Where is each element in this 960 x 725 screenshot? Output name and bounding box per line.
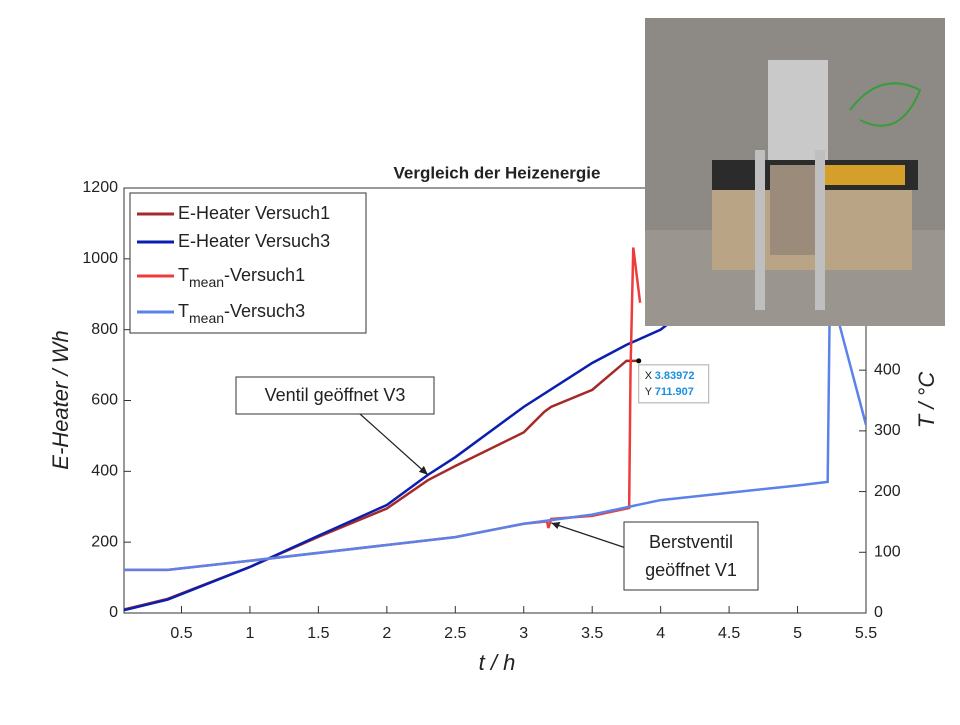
legend-text-part: -Versuch3 — [224, 301, 305, 321]
photo-tube — [768, 60, 828, 160]
legend-box — [129, 192, 367, 334]
photo-wire — [849, 82, 922, 127]
annotation-text: Ventil geöffnet V3 — [265, 385, 406, 405]
legend-text-part: T — [178, 265, 189, 285]
legend-text-part: T — [178, 301, 189, 321]
y-tick-label: 800 — [91, 321, 118, 338]
arrow-head — [551, 522, 561, 529]
y-tick-label: 600 — [91, 392, 118, 409]
legend-text-part: E-Heater Versuch1 — [178, 203, 330, 223]
legend-label: E-Heater Versuch1 — [178, 203, 330, 223]
y-tick-label: 1000 — [82, 250, 118, 267]
y2-tick-label: 0 — [874, 604, 883, 621]
x-tick-label: 0.5 — [170, 625, 192, 642]
y-axis-label: E-Heater / Wh — [48, 330, 73, 469]
legend-text-part: mean — [189, 274, 224, 290]
photo-sensor — [770, 165, 815, 255]
y2-tick-label: 300 — [874, 422, 901, 439]
annotation-box — [623, 521, 759, 591]
y-tick-label: 200 — [91, 533, 118, 550]
datatip-y-label: Y — [645, 386, 653, 398]
legend-text-part: -Versuch1 — [224, 265, 305, 285]
x-tick-label: 1.5 — [307, 625, 329, 642]
x-tick-label: 5.5 — [855, 625, 877, 642]
y-tick-label: 400 — [91, 463, 118, 480]
datatip-y-value: 711.907 — [655, 386, 694, 398]
x-tick-label: 4 — [656, 625, 665, 642]
y2-tick-label: 200 — [874, 483, 901, 500]
annotation-box — [235, 376, 435, 415]
x-tick-label: 1 — [245, 625, 254, 642]
x-axis-label: t / h — [479, 650, 516, 675]
arrow-head — [418, 465, 428, 475]
y-tick-label: 0 — [109, 604, 118, 621]
legend-label: E-Heater Versuch3 — [178, 231, 330, 251]
annotation-arrow — [551, 522, 627, 549]
annotation-text: geöffnet V1 — [645, 560, 737, 580]
x-tick-label: 2 — [382, 625, 391, 642]
legend-label: Tmean-Versuch3 — [178, 301, 305, 326]
legend-label: Tmean-Versuch1 — [178, 265, 305, 290]
datatip-point — [636, 358, 642, 364]
y2-tick-label: 400 — [874, 361, 901, 378]
datatip-x-value: 3.83972 — [655, 370, 695, 382]
photo-leg — [755, 150, 765, 310]
photo-inset — [645, 18, 945, 326]
datatip-x-label: X — [645, 370, 653, 382]
y2-axis-label: T / °C — [914, 372, 939, 429]
x-tick-label: 2.5 — [444, 625, 466, 642]
chart-title: Vergleich der Heizenergie — [394, 163, 601, 182]
photo-leg — [815, 150, 825, 310]
y2-tick-label: 100 — [874, 544, 901, 561]
x-tick-label: 4.5 — [718, 625, 740, 642]
y-tick-label: 1200 — [82, 179, 118, 196]
legend-text-part: mean — [189, 310, 224, 326]
photo-tape — [820, 165, 905, 185]
annotation-text: Berstventil — [649, 532, 733, 552]
x-tick-label: 3.5 — [581, 625, 603, 642]
x-tick-label: 5 — [793, 625, 802, 642]
legend-text-part: E-Heater Versuch3 — [178, 231, 330, 251]
annotation-arrow — [359, 413, 429, 476]
x-tick-label: 3 — [519, 625, 528, 642]
datatip-box — [638, 364, 710, 404]
